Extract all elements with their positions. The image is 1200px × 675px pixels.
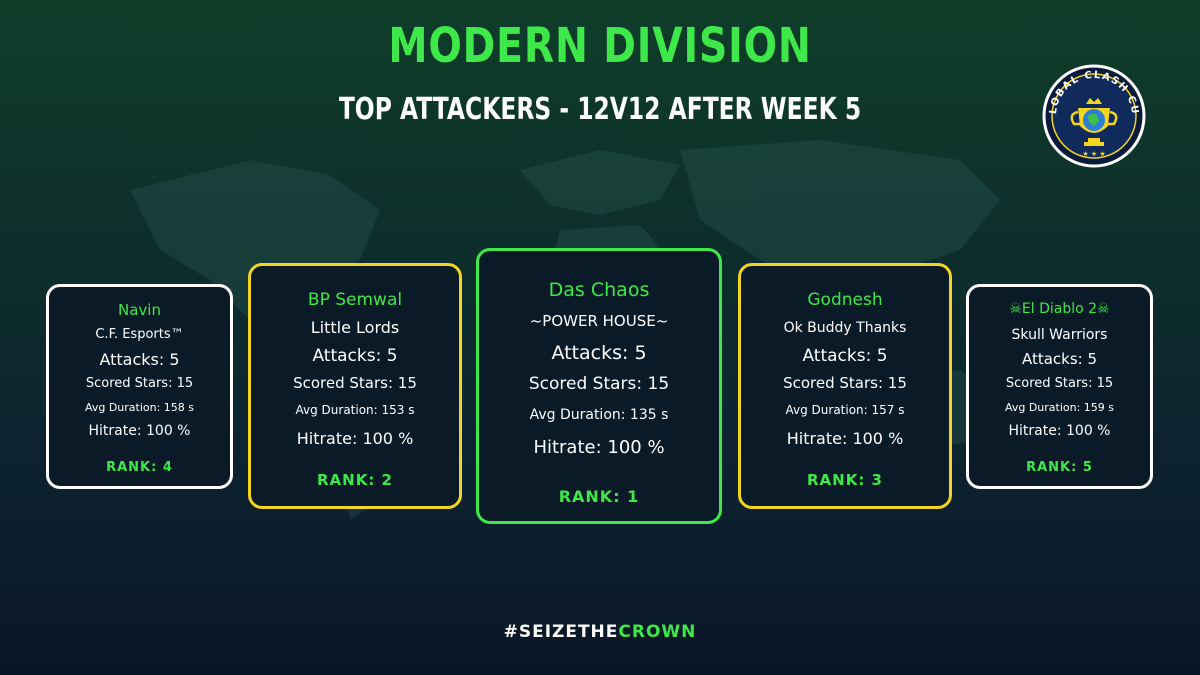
stars-stat: Scored Stars: 15 xyxy=(1005,376,1114,391)
hitrate-stat: Hitrate: 100 % xyxy=(296,429,414,448)
global-clash-cup-logo: GLOBAL CLASH CUP ★ ★ ★ xyxy=(1042,64,1146,168)
player-name: Godnesh xyxy=(807,290,883,310)
attacks-stat: Attacks: 5 xyxy=(551,342,647,364)
player-name: Navin xyxy=(118,301,161,319)
duration-stat: Avg Duration: 158 s xyxy=(84,401,195,414)
rank-label: RANK: 4 xyxy=(106,460,173,475)
attacks-stat: Attacks: 5 xyxy=(802,346,888,366)
player-card-das-chaos: Das Chaos ~POWER HOUSE~ Attacks: 5 Score… xyxy=(476,248,722,524)
attacks-stat: Attacks: 5 xyxy=(1021,350,1098,368)
player-card-el-diablo-2: ☠El Diablo 2☠ Skull Warriors Attacks: 5 … xyxy=(966,284,1153,489)
stars-stat: Scored Stars: 15 xyxy=(293,374,417,392)
rank-label: RANK: 3 xyxy=(807,471,883,489)
player-name: Das Chaos xyxy=(548,279,650,301)
team-name: Ok Buddy Thanks xyxy=(783,320,907,336)
page-subtitle: TOP ATTACKERS - 12V12 AFTER WEEK 5 xyxy=(338,92,862,127)
player-name: ☠El Diablo 2☠ xyxy=(1009,301,1110,317)
team-name: Skull Warriors xyxy=(1011,327,1108,343)
page-title: MODERN DIVISION xyxy=(388,18,812,74)
rank-label: RANK: 1 xyxy=(558,487,640,506)
seize-the-crown-hashtag: #SEIZETHECROWN xyxy=(0,622,1200,642)
player-card-godnesh: Godnesh Ok Buddy Thanks Attacks: 5 Score… xyxy=(738,263,952,509)
attacks-stat: Attacks: 5 xyxy=(312,346,398,366)
stars-stat: Scored Stars: 15 xyxy=(528,374,670,394)
attacks-stat: Attacks: 5 xyxy=(99,350,180,369)
duration-stat: Avg Duration: 157 s xyxy=(785,403,905,417)
team-name: Little Lords xyxy=(310,318,400,337)
duration-stat: Avg Duration: 153 s xyxy=(295,403,415,417)
stars-stat: Scored Stars: 15 xyxy=(783,374,907,392)
svg-text:★ ★ ★: ★ ★ ★ xyxy=(1082,150,1105,158)
hashtag-part-2: CROWN xyxy=(618,622,697,642)
duration-stat: Avg Duration: 159 s xyxy=(1004,401,1115,414)
team-name: C.F. Esports™ xyxy=(95,327,184,342)
player-card-navin: Navin C.F. Esports™ Attacks: 5 Scored St… xyxy=(46,284,233,489)
hashtag-part-1: #SEIZETHE xyxy=(503,622,619,642)
hitrate-stat: Hitrate: 100 % xyxy=(1008,423,1111,439)
rank-label: RANK: 2 xyxy=(317,471,393,489)
duration-stat: Avg Duration: 135 s xyxy=(529,407,669,423)
rank-label: RANK: 5 xyxy=(1026,460,1093,475)
player-card-bp-semwal: BP Semwal Little Lords Attacks: 5 Scored… xyxy=(248,263,462,509)
team-name: ~POWER HOUSE~ xyxy=(529,312,669,330)
player-name: BP Semwal xyxy=(307,290,403,310)
stars-stat: Scored Stars: 15 xyxy=(85,376,194,391)
hitrate-stat: Hitrate: 100 % xyxy=(88,423,191,439)
hitrate-stat: Hitrate: 100 % xyxy=(533,437,665,458)
hitrate-stat: Hitrate: 100 % xyxy=(786,429,904,448)
